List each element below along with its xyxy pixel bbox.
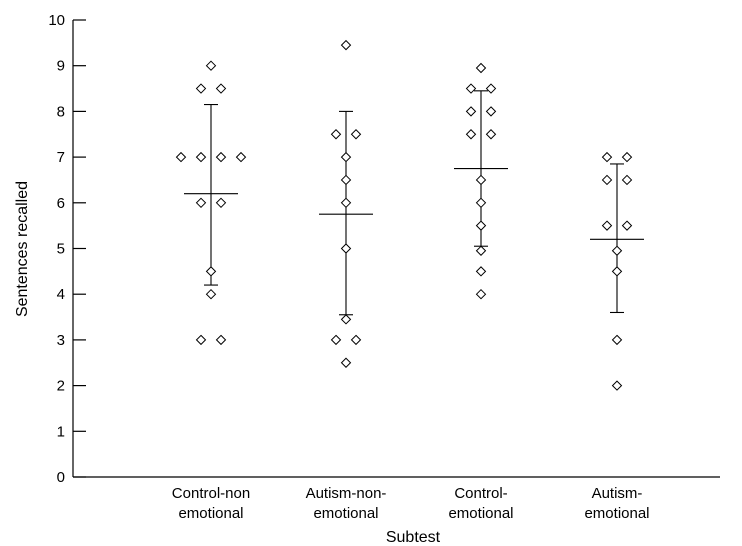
category-label-line1: Autism- bbox=[592, 485, 643, 502]
data-point bbox=[195, 151, 207, 163]
data-point bbox=[340, 243, 352, 254]
y-axis-title: Sentences recalled bbox=[14, 181, 31, 317]
y-tick-label-4: 4 bbox=[57, 286, 65, 303]
data-point bbox=[330, 334, 342, 346]
group-2 bbox=[319, 39, 373, 368]
data-point bbox=[340, 314, 352, 325]
data-point bbox=[475, 288, 487, 300]
data-point bbox=[340, 151, 352, 163]
data-point bbox=[465, 83, 477, 94]
data-point bbox=[601, 220, 613, 231]
category-label-line2: emotional bbox=[313, 505, 378, 522]
y-tick-label-6: 6 bbox=[57, 195, 65, 212]
data-groups bbox=[175, 39, 644, 391]
x-category-labels: Control-non emotional Autism-non-emotional… bbox=[172, 485, 650, 522]
axes bbox=[72, 20, 720, 478]
data-point bbox=[601, 174, 613, 186]
group-1 bbox=[175, 60, 247, 346]
group-4 bbox=[590, 151, 644, 391]
data-point bbox=[195, 334, 207, 346]
data-point bbox=[215, 334, 227, 346]
data-point bbox=[611, 245, 623, 256]
category-label-line2: emotional bbox=[448, 505, 513, 522]
category-label-line1: Control- bbox=[454, 485, 507, 502]
data-point bbox=[340, 174, 352, 186]
y-tick-label-1: 1 bbox=[57, 423, 65, 440]
data-point bbox=[485, 129, 497, 140]
data-point bbox=[601, 151, 613, 163]
data-point bbox=[340, 197, 352, 209]
data-point bbox=[475, 197, 487, 209]
data-point bbox=[205, 288, 217, 300]
data-point bbox=[621, 174, 633, 186]
data-point bbox=[175, 151, 187, 163]
data-point bbox=[465, 106, 477, 117]
data-point bbox=[205, 266, 217, 277]
data-point bbox=[475, 62, 487, 74]
data-point bbox=[611, 266, 623, 277]
x-axis-title: Subtest bbox=[386, 529, 441, 546]
data-point bbox=[195, 83, 207, 94]
data-point bbox=[621, 151, 633, 163]
data-point bbox=[205, 60, 217, 71]
data-point bbox=[475, 174, 487, 186]
data-point bbox=[235, 151, 247, 163]
y-ticks: 0 1 2 3 4 5 6 7 8 9 10 bbox=[48, 12, 86, 486]
category-label-line1: Control-non bbox=[172, 485, 250, 502]
data-point bbox=[611, 334, 623, 346]
data-point bbox=[621, 220, 633, 231]
y-tick-label-9: 9 bbox=[57, 58, 65, 75]
group-3 bbox=[454, 62, 508, 300]
data-point bbox=[475, 220, 487, 231]
data-point bbox=[485, 83, 497, 94]
data-point bbox=[475, 245, 487, 256]
y-tick-label-0: 0 bbox=[57, 469, 65, 486]
y-tick-label-10: 10 bbox=[48, 12, 65, 29]
data-point bbox=[350, 129, 362, 140]
category-label-line2: emotional bbox=[178, 505, 243, 522]
y-tick-label-2: 2 bbox=[57, 378, 65, 395]
data-point bbox=[330, 129, 342, 140]
data-point bbox=[611, 380, 623, 391]
data-point bbox=[350, 334, 362, 346]
y-tick-label-8: 8 bbox=[57, 103, 65, 120]
data-point bbox=[340, 357, 352, 368]
y-tick-label-7: 7 bbox=[57, 149, 65, 166]
data-point bbox=[340, 39, 352, 51]
data-point bbox=[465, 129, 477, 140]
category-label-line1: Autism-non- bbox=[306, 485, 387, 502]
data-point bbox=[485, 106, 497, 117]
data-point bbox=[475, 266, 487, 277]
category-label-line2: emotional bbox=[584, 505, 649, 522]
data-point bbox=[215, 151, 227, 163]
data-point bbox=[195, 197, 207, 209]
y-tick-label-5: 5 bbox=[57, 241, 65, 258]
data-point bbox=[215, 197, 227, 209]
data-point bbox=[215, 83, 227, 94]
y-tick-label-3: 3 bbox=[57, 332, 65, 349]
